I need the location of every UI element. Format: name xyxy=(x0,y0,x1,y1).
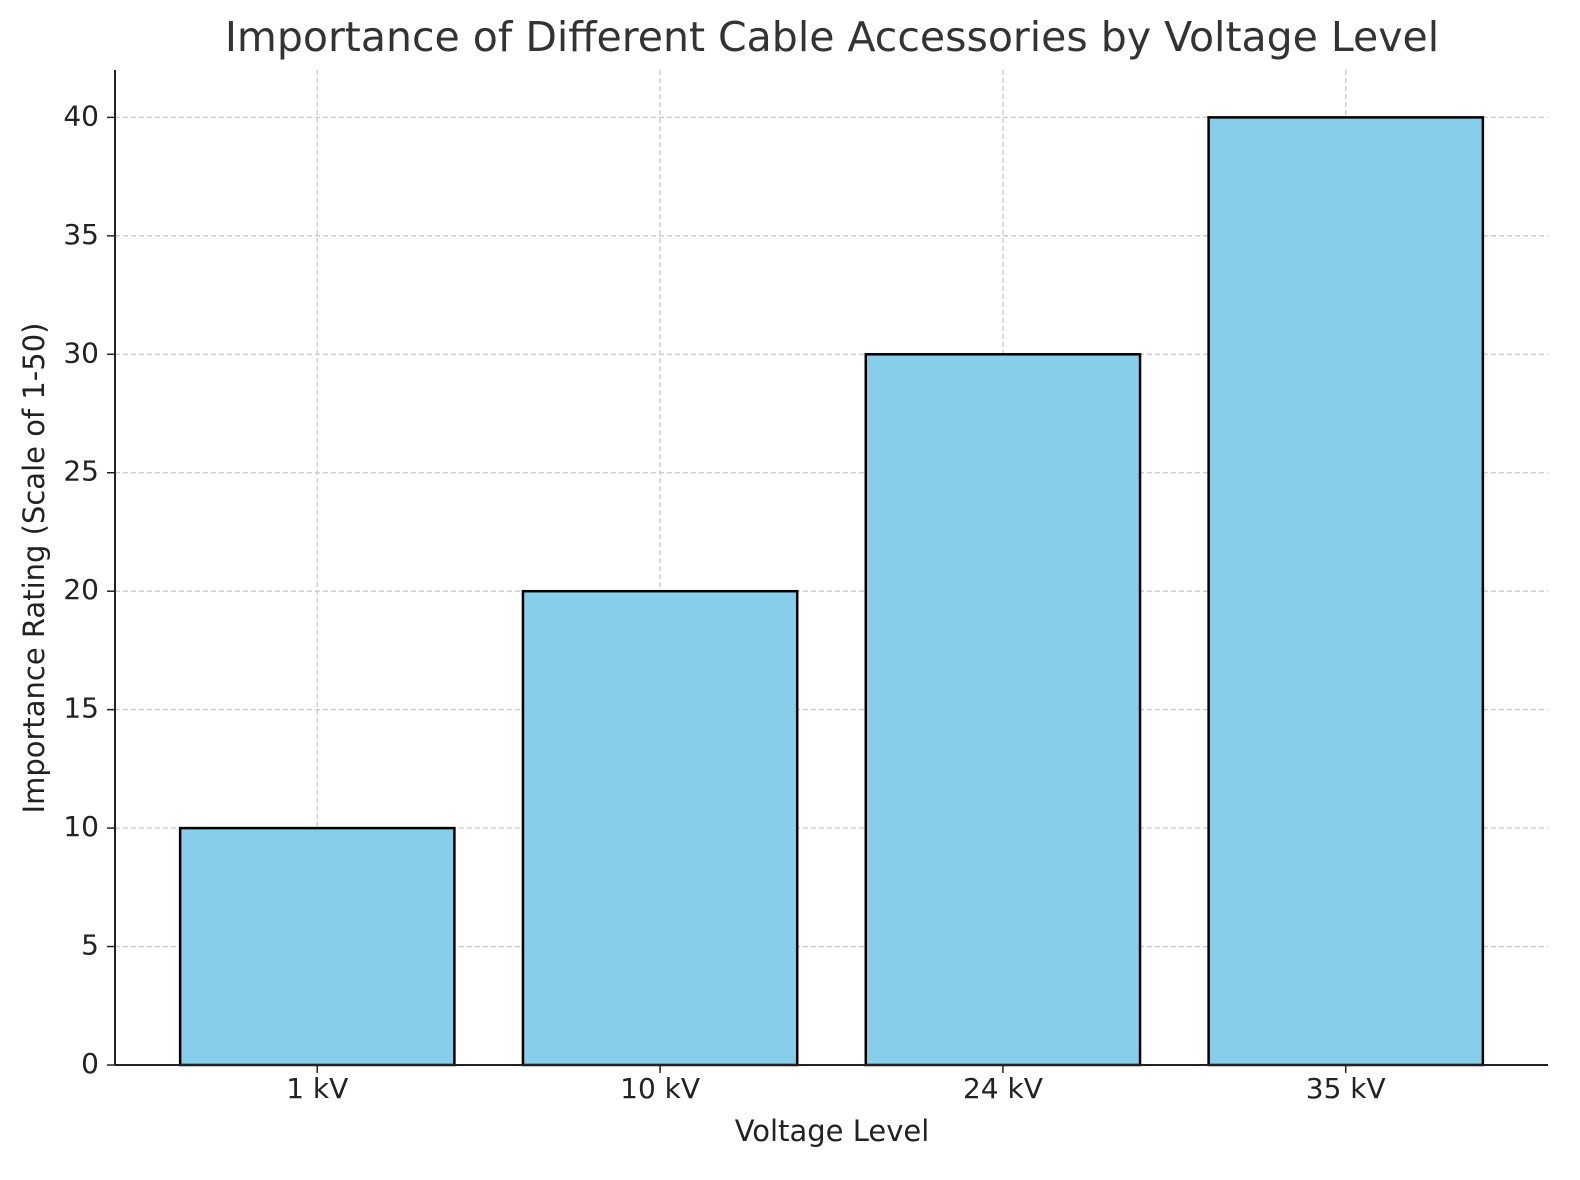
x-axis-label: Voltage Level xyxy=(735,1114,930,1148)
y-tick-label: 35 xyxy=(63,218,99,251)
y-tick-label: 10 xyxy=(63,810,99,843)
y-tick-label: 25 xyxy=(63,455,99,488)
chart-title: Importance of Different Cable Accessorie… xyxy=(225,13,1439,61)
x-tick-label: 35 kV xyxy=(1306,1072,1386,1105)
bar xyxy=(1207,116,1485,1067)
bar xyxy=(521,589,799,1067)
bar xyxy=(178,826,456,1067)
y-tick-label: 5 xyxy=(81,929,99,962)
y-tick-label: 20 xyxy=(63,573,99,606)
y-tick-label: 30 xyxy=(63,336,99,369)
bar xyxy=(864,353,1142,1067)
axes: 0 5 10 15 20 25 30 35 40 1 kV 10 kV 24 kV 35 kV xyxy=(63,70,1548,1105)
y-axis-label: Importance Rating (Scale of 1-50) xyxy=(17,323,51,814)
x-tick-label: 24 kV xyxy=(963,1072,1043,1105)
x-tick-label: 10 kV xyxy=(620,1072,700,1105)
x-tick-label: 1 kV xyxy=(286,1072,348,1105)
bars xyxy=(178,116,1485,1067)
y-tick-label: 15 xyxy=(63,692,99,725)
y-tick-label: 40 xyxy=(63,99,99,132)
y-tick-label: 0 xyxy=(81,1047,99,1080)
